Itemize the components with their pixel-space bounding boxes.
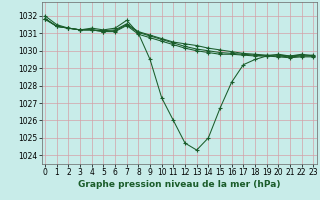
X-axis label: Graphe pression niveau de la mer (hPa): Graphe pression niveau de la mer (hPa) — [78, 180, 280, 189]
